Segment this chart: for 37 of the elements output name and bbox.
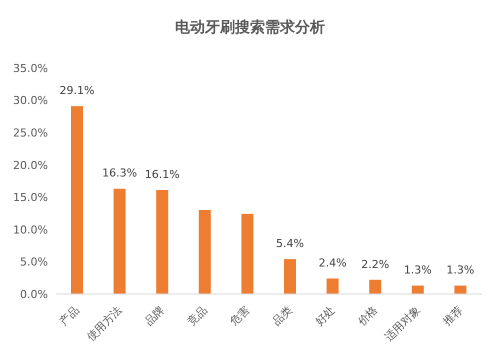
bar [198,210,211,294]
x-tick-label: 危害 [228,303,252,328]
y-tick-label: 20.0% [13,158,48,172]
x-tick-label: 价格 [354,303,380,329]
bar [156,190,168,294]
data-label: 16.1% [144,168,180,182]
bar [454,286,466,294]
data-label: 2.4% [318,256,347,270]
x-tick-label: 推荐 [440,303,466,328]
bar [71,106,83,294]
x-tick-label: 好处 [312,303,338,328]
x-tick-label: 适用对象 [382,303,423,344]
y-tick-label: 30.0% [13,94,48,108]
data-label: 2.2% [361,258,390,271]
bar [369,280,382,294]
data-label: 1.3% [446,264,474,277]
bar [326,278,339,294]
x-tick-label: 竞品 [184,303,210,328]
y-tick-label: 0.0% [20,288,48,301]
y-tick-label: 35.0% [13,62,48,75]
bar [241,214,254,294]
chart-title: 电动牙刷搜索需求分析 [174,17,326,38]
x-tick-label: 使用方法 [84,303,124,344]
y-tick-label: 10.0% [13,223,48,236]
y-tick-label: 5.0% [20,256,48,269]
y-tick-label: 15.0% [13,191,48,204]
x-tick-label: 品牌 [142,303,168,328]
x-tick-label: 品类 [270,303,295,328]
data-label: 29.1% [60,84,94,98]
data-label: 1.3% [404,264,432,277]
data-label: 16.3% [102,166,138,180]
y-tick-label: 25.0% [13,126,48,140]
bar [114,188,126,294]
bar [284,259,296,294]
data-label: 5.4% [276,237,304,250]
bar [412,286,424,294]
x-tick-label: 产品 [57,303,82,328]
